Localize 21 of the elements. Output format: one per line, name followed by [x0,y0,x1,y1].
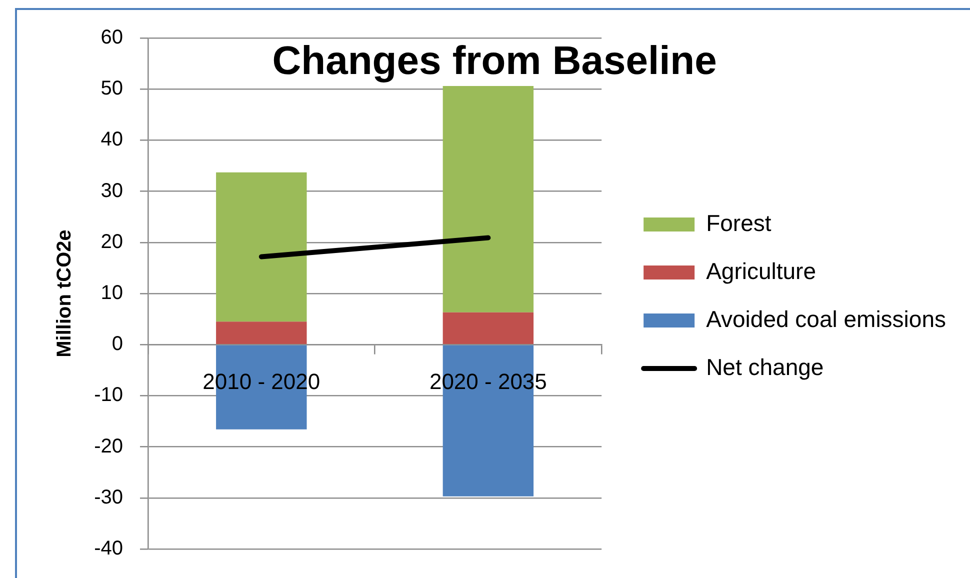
bar [216,322,307,344]
y-tick-label: 50 [100,78,123,100]
y-tick-label: 20 [100,230,123,253]
y-tick-label: 30 [100,180,123,202]
y-axis-title: Million tCO2e [54,230,76,358]
y-tick-label: 0 [112,333,123,356]
y-tick-label: 60 [100,26,123,49]
y-tick-label: -40 [94,538,123,560]
legend-label: Net change [706,354,824,380]
legend-label: Avoided coal emissions [706,306,946,332]
legend-label: Agriculture [706,258,816,284]
legend-label: Forest [706,210,772,236]
bar [442,86,534,312]
y-tick-label: 40 [100,128,123,151]
y-tick-label: -30 [94,486,123,508]
y-tick-label: -10 [94,384,123,406]
chart-title: Changes from Baseline [272,39,717,83]
y-tick-label: 10 [100,282,123,304]
bar [442,312,534,344]
bar [216,172,307,322]
y-tick-label: -20 [94,435,123,458]
